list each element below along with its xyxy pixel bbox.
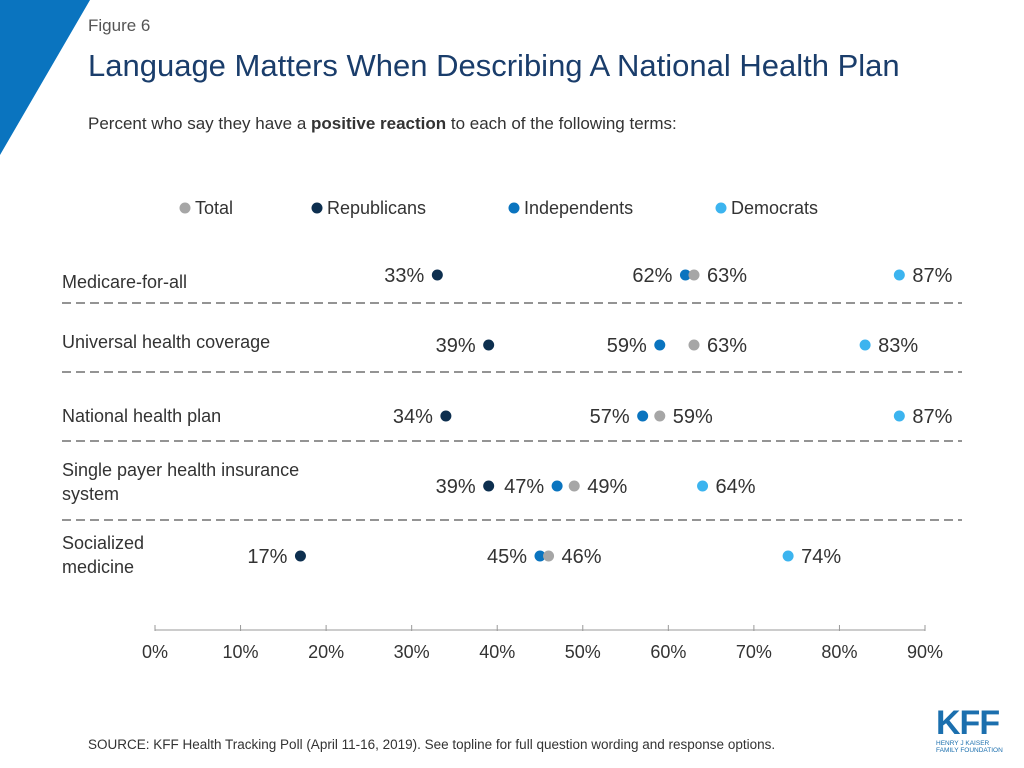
logo-subtext-2: FAMILY FOUNDATION — [936, 747, 1003, 754]
data-label-total: 63% — [707, 335, 747, 357]
category-label-line: Socialized — [62, 533, 144, 553]
data-point-republicans — [483, 480, 495, 492]
data-point-independents — [551, 480, 563, 492]
data-label-democrats: 87% — [912, 406, 952, 428]
source-note: SOURCE: KFF Health Tracking Poll (April … — [88, 737, 776, 752]
x-tick-label: 80% — [821, 642, 857, 662]
data-label-independents: 45% — [487, 546, 527, 568]
data-point-democrats — [893, 269, 905, 281]
data-point-total — [568, 480, 580, 492]
x-tick-label: 10% — [223, 642, 259, 662]
data-label-democrats: 83% — [878, 335, 918, 357]
legend-marker-total — [179, 202, 191, 214]
category-label-line: Universal health coverage — [62, 332, 270, 352]
data-point-democrats — [782, 550, 794, 562]
legend-marker-democrats — [715, 202, 727, 214]
data-point-democrats — [859, 339, 871, 351]
data-point-total — [688, 339, 700, 351]
data-point-independents — [534, 550, 546, 562]
data-point-independents — [679, 269, 691, 281]
category-label-line: National health plan — [62, 406, 221, 426]
data-label-republicans: 39% — [436, 476, 476, 498]
category-label-line: Medicare-for-all — [62, 272, 187, 292]
data-label-democrats: 74% — [801, 546, 841, 568]
data-point-republicans — [431, 269, 443, 281]
data-label-democrats: 64% — [716, 476, 756, 498]
x-tick-label: 90% — [907, 642, 943, 662]
x-tick-label: 50% — [565, 642, 601, 662]
subtitle-post: to each of the following terms: — [446, 114, 677, 133]
x-tick-label: 40% — [479, 642, 515, 662]
corner-accent-triangle — [0, 0, 90, 155]
kff-logo: KFF HENRY J KAISER FAMILY FOUNDATION — [936, 706, 1010, 756]
data-label-independents: 62% — [632, 265, 672, 287]
legend-marker-republicans — [311, 202, 323, 214]
data-point-independents — [637, 410, 649, 422]
legend-label-democrats: Democrats — [731, 198, 818, 218]
data-point-republicans — [440, 410, 452, 422]
legend-label-republicans: Republicans — [327, 198, 426, 218]
category-label-national-health-plan: National health plan — [62, 406, 221, 426]
data-label-independents: 47% — [504, 476, 544, 498]
category-label-universal-health-coverage: Universal health coverage — [62, 332, 270, 352]
data-point-republicans — [483, 339, 495, 351]
data-label-total: 49% — [587, 476, 627, 498]
x-tick-label: 0% — [142, 642, 168, 662]
category-label-line: system — [62, 484, 119, 504]
category-label-line: Single payer health insurance — [62, 460, 299, 480]
data-label-republicans: 34% — [393, 406, 433, 428]
data-label-republicans: 33% — [384, 265, 424, 287]
data-point-republicans — [294, 550, 306, 562]
data-point-total — [654, 410, 666, 422]
logo-mark: KFF — [936, 704, 1000, 742]
dot-plot-chart: Total Republicans Independents Democrats Med… — [62, 198, 962, 662]
data-point-democrats — [697, 480, 709, 492]
page-title: Language Matters When Describing A Natio… — [88, 48, 900, 83]
legend-label-total: Total — [195, 198, 233, 218]
category-label-single-payer-health-insurance-system: Single payer health insurance system — [62, 460, 299, 504]
logo-subtext-1: HENRY J KAISER — [936, 740, 990, 747]
subtitle-pre: Percent who say they have a — [88, 114, 312, 133]
data-point-total — [543, 550, 555, 562]
data-label-independents: 59% — [607, 335, 647, 357]
figure-label: Figure 6 — [88, 16, 151, 35]
legend-label-independents: Independents — [524, 198, 633, 218]
x-tick-label: 30% — [394, 642, 430, 662]
data-label-republicans: 39% — [436, 335, 476, 357]
category-label-line: medicine — [62, 557, 134, 577]
subtitle-bold: positive reaction — [311, 114, 447, 133]
data-label-democrats: 87% — [912, 265, 952, 287]
data-point-democrats — [893, 410, 905, 422]
data-label-total: 63% — [707, 265, 747, 287]
x-tick-label: 20% — [308, 642, 344, 662]
data-label-total: 46% — [562, 546, 602, 568]
x-tick-label: 60% — [650, 642, 686, 662]
subtitle: Percent who say they have a positive rea… — [88, 114, 677, 134]
data-label-total: 59% — [673, 406, 713, 428]
data-point-independents — [654, 339, 666, 351]
category-label-medicare-for-all: Medicare-for-all — [62, 272, 187, 292]
data-label-independents: 57% — [590, 406, 630, 428]
category-label-socialized-medicine: Socialized medicine — [62, 533, 144, 577]
data-point-total — [688, 269, 700, 281]
legend-marker-independents — [508, 202, 520, 214]
data-label-republicans: 17% — [247, 546, 287, 568]
x-tick-label: 70% — [736, 642, 772, 662]
